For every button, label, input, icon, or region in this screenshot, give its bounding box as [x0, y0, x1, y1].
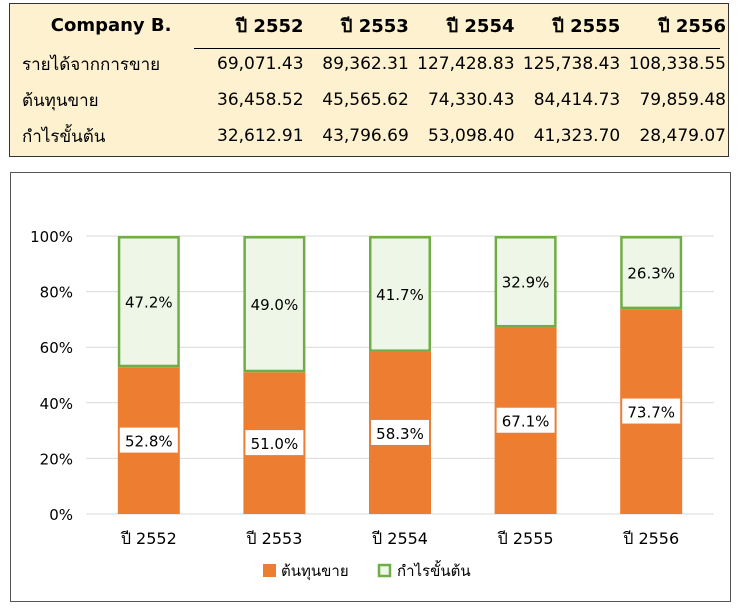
x-tick-label: ปี 2554	[372, 529, 428, 548]
company-label: Company B.	[50, 14, 172, 36]
table-cell: 127,428.83	[417, 54, 515, 74]
x-tick-label: ปี 2553	[246, 529, 302, 548]
table-cell: 125,738.43	[522, 54, 621, 74]
year-header: ปี 2555	[552, 15, 621, 37]
bar-segment-profit	[243, 236, 306, 373]
table-cell: 41,323.70	[533, 126, 621, 146]
data-label-cost: 67.1%	[502, 413, 550, 431]
legend-label-cost: ต้นทุนขาย	[281, 562, 349, 581]
data-label-profit: 26.3%	[627, 265, 675, 283]
data-label-profit: 32.9%	[502, 274, 550, 292]
table-cell: 28,479.07	[639, 126, 726, 146]
table-cell: 69,071.43	[217, 54, 304, 74]
data-label-box	[119, 427, 178, 453]
year-header: ปี 2553	[341, 15, 409, 37]
x-tick-label: ปี 2556	[623, 529, 679, 548]
table-cell: 79,859.48	[639, 90, 726, 110]
bar-segment-profit	[117, 236, 180, 368]
financial-table: Company B. ปี 2552 ปี 2553 ปี 2554 ปี 25…	[9, 3, 729, 157]
data-label-cost: 52.8%	[125, 433, 173, 451]
y-tick-label: 20%	[40, 450, 73, 468]
y-tick-label: 100%	[30, 228, 73, 246]
row-label: กำไรขั้นต้น	[22, 126, 106, 147]
bar-segment-profit	[620, 236, 683, 310]
stacked-percent-bar-chart: 0% 20% 40% 60% 80% 100% 52.8% 47.2% ปี 2552 51.0%…	[30, 228, 714, 581]
y-tick-label: 60%	[40, 339, 73, 357]
table-cell: 84,414.73	[533, 90, 621, 110]
legend-swatch-profit	[377, 563, 392, 578]
table-cell: 32,612.91	[217, 126, 304, 146]
data-label-profit: 49.0%	[251, 296, 299, 314]
data-label-cost: 73.7%	[627, 404, 675, 422]
legend-label-profit: กำไรขั้นต้น	[397, 560, 471, 580]
row-label: ต้นทุนขาย	[22, 90, 99, 111]
row-label: รายได้จากการขาย	[22, 54, 161, 75]
table-cell: 74,330.43	[427, 90, 515, 110]
x-tick-label: ปี 2552	[120, 529, 176, 548]
year-header: ปี 2552	[235, 15, 304, 37]
table-row: รายได้จากการขาย 69,071.43 89,362.31 127,…	[10, 46, 728, 82]
table-row: กำไรขั้นต้น 32,612.91 43,796.69 53,098.4…	[10, 118, 728, 154]
table-cell: 89,362.31	[322, 54, 409, 74]
table-cell: 43,796.69	[322, 126, 409, 146]
chart-container: 0% 20% 40% 60% 80% 100% 52.8% 47.2% ปี 2552 51.0%…	[10, 172, 731, 602]
table-cell: 45,565.62	[322, 90, 409, 110]
data-label-profit: 41.7%	[376, 286, 424, 304]
table-header-row: Company B. ปี 2552 ปี 2553 ปี 2554 ปี 25…	[10, 4, 728, 46]
data-label-box	[496, 407, 555, 433]
data-label-box	[245, 430, 304, 456]
y-tick-label: 40%	[40, 395, 73, 413]
year-header: ปี 2556	[658, 15, 726, 37]
data-label-cost: 58.3%	[376, 425, 424, 443]
year-header: ปี 2554	[446, 15, 515, 37]
bar-segment-profit	[369, 236, 431, 352]
y-tick-label: 80%	[40, 284, 73, 302]
data-label-box	[622, 398, 681, 424]
bar-segment-profit	[494, 236, 557, 328]
table-cell: 108,338.55	[628, 54, 726, 74]
data-label-box	[371, 419, 429, 445]
data-label-profit: 47.2%	[125, 294, 173, 312]
header-underline	[194, 48, 720, 49]
data-label-cost: 51.0%	[251, 435, 299, 453]
table-cell: 53,098.40	[427, 126, 515, 146]
y-tick-label: 0%	[49, 506, 73, 524]
table-row: ต้นทุนขาย 36,458.52 45,565.62 74,330.43 …	[10, 82, 728, 118]
x-tick-label: ปี 2555	[497, 529, 553, 548]
legend-swatch-cost	[263, 564, 276, 577]
table-cell: 36,458.52	[217, 90, 304, 110]
